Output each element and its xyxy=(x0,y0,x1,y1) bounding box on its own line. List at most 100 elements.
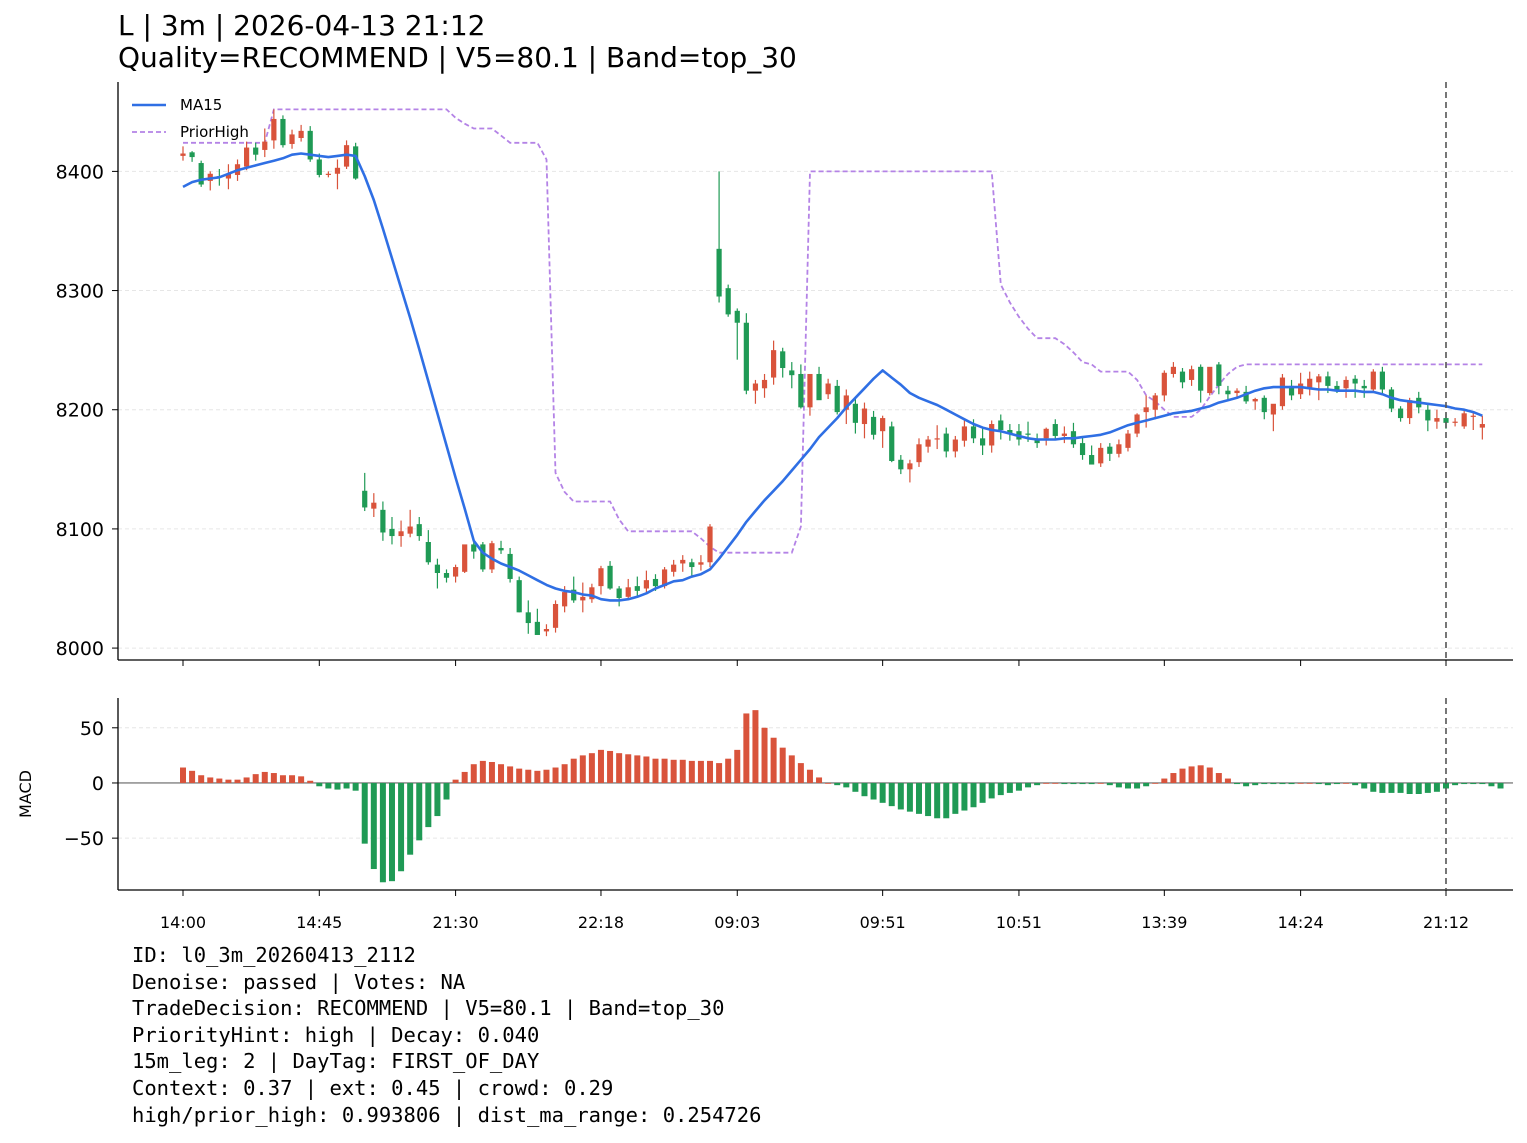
macd-bar xyxy=(1324,782,1331,786)
candle xyxy=(707,524,713,568)
candle-body xyxy=(816,373,822,401)
candle-body xyxy=(1479,424,1485,428)
macd-bar xyxy=(370,782,377,870)
candle xyxy=(434,558,441,589)
macd-bar xyxy=(888,782,895,807)
axes-layer: 8000 8100 8200 8300 8400 −50 0 50 14:00 14:45 21:3… xyxy=(16,82,1513,932)
candle-body xyxy=(607,565,613,589)
candle xyxy=(253,142,259,161)
candle-body xyxy=(898,459,904,470)
macd-bar xyxy=(752,710,759,783)
candle-body xyxy=(1243,391,1249,402)
macd-bar xyxy=(261,771,268,783)
candle xyxy=(1234,388,1240,398)
macd-y-tick-label: 50 xyxy=(80,718,104,740)
macd-bar xyxy=(779,747,786,783)
macd-bar xyxy=(516,768,523,783)
candle xyxy=(1188,365,1195,386)
candle xyxy=(271,109,277,149)
candle xyxy=(998,414,1004,440)
candle xyxy=(516,576,522,613)
candle xyxy=(371,493,377,517)
candle xyxy=(589,583,595,603)
candle-body xyxy=(452,567,459,577)
candle xyxy=(244,141,250,171)
candle xyxy=(1179,368,1186,389)
info-line: TradeDecision: RECOMMEND | V5=80.1 | Ban… xyxy=(132,996,725,1021)
candle xyxy=(934,425,940,450)
x-tick-label: 21:30 xyxy=(433,913,479,932)
macd-bar xyxy=(1370,782,1377,792)
x-tick-label: 09:03 xyxy=(714,913,760,932)
candle xyxy=(1198,364,1204,403)
macd-bar xyxy=(1279,782,1286,785)
macd-axis-label: MACD xyxy=(16,770,35,818)
candle-body xyxy=(516,580,522,613)
candle xyxy=(307,126,313,162)
candle-body xyxy=(1125,433,1131,448)
candle xyxy=(1152,393,1158,420)
candle-body xyxy=(789,370,795,376)
macd-bar xyxy=(180,767,186,783)
macd-bar xyxy=(334,782,341,790)
ma15-layer xyxy=(182,152,1483,602)
candle xyxy=(680,555,686,572)
candle-body xyxy=(1161,372,1167,396)
macd-bar xyxy=(452,779,459,783)
macd-bar xyxy=(652,758,659,783)
candle-body xyxy=(1079,443,1086,456)
x-tick-label: 10:51 xyxy=(996,913,1042,932)
candle xyxy=(807,373,813,416)
macd-bar xyxy=(270,773,277,783)
macd-bar xyxy=(189,770,196,783)
macd-bar xyxy=(498,764,505,783)
info-line: Context: 0.37 | ext: 0.45 | crowd: 0.29 xyxy=(132,1075,614,1100)
candle xyxy=(1343,376,1349,398)
title-line-1: L | 3m | 2026-04-13 21:12 xyxy=(118,9,486,42)
candle xyxy=(207,171,213,191)
candle xyxy=(1207,366,1213,396)
candle xyxy=(834,379,840,415)
candle-body xyxy=(389,528,395,537)
x-tick-label: 13:39 xyxy=(1141,913,1187,932)
candle xyxy=(198,160,204,187)
candle xyxy=(698,555,704,571)
macd-bar xyxy=(988,782,995,799)
macd-bar xyxy=(379,782,386,883)
candle-body xyxy=(1107,446,1113,454)
candle-body xyxy=(989,424,995,446)
macd-bar xyxy=(861,782,868,797)
macd-bar xyxy=(398,782,405,872)
candle xyxy=(979,427,986,456)
candle-body xyxy=(1188,369,1195,380)
candle-body xyxy=(580,596,586,601)
candle xyxy=(1316,373,1322,401)
macd-bar xyxy=(1361,782,1368,789)
macd-bar xyxy=(879,782,886,803)
candle-body xyxy=(289,134,295,144)
candle-body xyxy=(643,580,650,589)
candle xyxy=(952,435,958,458)
candle xyxy=(1434,409,1440,429)
candle xyxy=(362,472,368,512)
macd-bar xyxy=(1424,782,1431,793)
candle xyxy=(725,284,731,317)
candle-body xyxy=(752,383,759,391)
candle xyxy=(489,540,495,574)
candle xyxy=(1461,410,1467,429)
candle xyxy=(425,530,431,565)
candle xyxy=(1370,369,1376,394)
candle xyxy=(961,420,968,447)
candle xyxy=(943,427,949,458)
candle xyxy=(380,501,386,541)
macd-bar xyxy=(1188,766,1195,783)
candle-body xyxy=(952,439,958,452)
candle xyxy=(625,578,631,600)
macd-y-tick-label: −50 xyxy=(64,828,104,850)
info-line: high/prior_high: 0.993806 | dist_ma_rang… xyxy=(132,1102,762,1127)
candle xyxy=(1288,379,1295,401)
candle-body xyxy=(1307,378,1313,389)
candle xyxy=(752,379,759,404)
candle xyxy=(1170,362,1177,378)
